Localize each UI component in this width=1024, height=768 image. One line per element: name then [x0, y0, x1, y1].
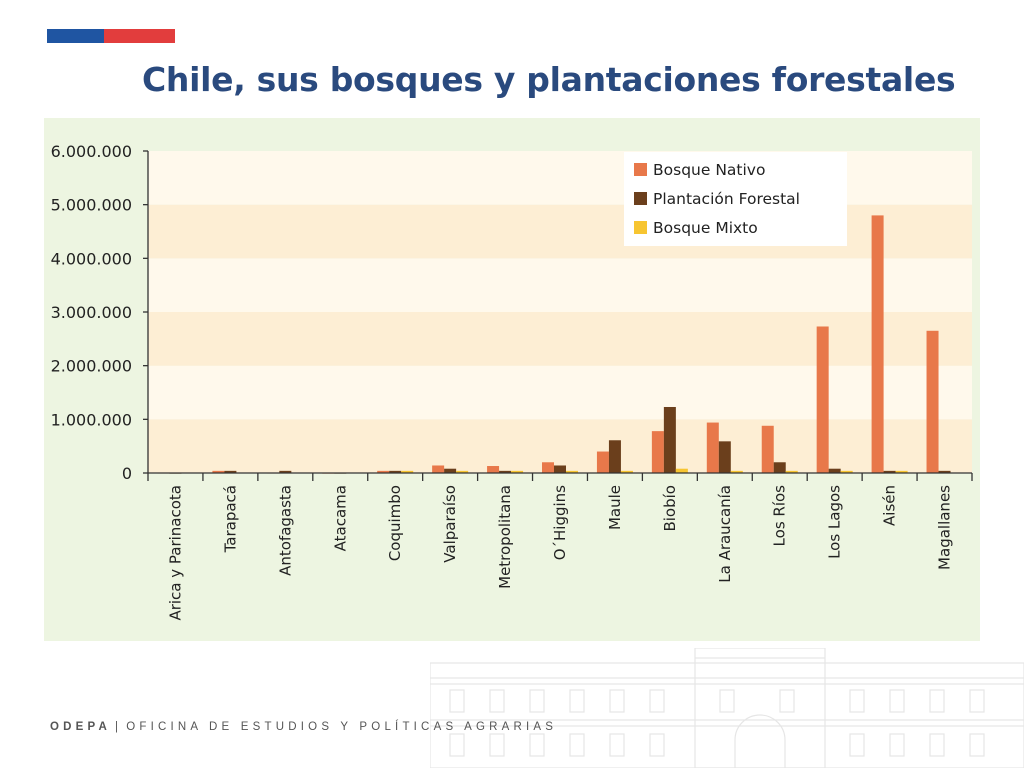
flag-blue-stripe	[47, 29, 104, 43]
y-tick-label: 3.000.000	[51, 303, 132, 322]
bar-bosque-mixto	[566, 470, 578, 473]
grid-band	[148, 258, 972, 312]
bar-bosque-nativo	[432, 465, 445, 473]
legend-label: Bosque Mixto	[653, 219, 758, 237]
y-tick-label: 2.000.000	[51, 357, 132, 376]
bar-bosque-nativo	[706, 422, 719, 473]
bar-bosque-nativo	[651, 431, 664, 473]
bar-bosque-nativo	[761, 425, 774, 473]
bar-bosque-mixto	[620, 470, 633, 473]
bar-bosque-mixto	[785, 470, 798, 473]
x-tick-label: Metropolitana	[496, 485, 514, 589]
bar-plantaci-n-forestal	[718, 441, 731, 473]
slide-title: Chile, sus bosques y plantaciones forest…	[142, 60, 956, 99]
footer-org: ODEPA	[50, 721, 112, 733]
bar-bosque-nativo	[487, 466, 500, 473]
bar-bosque-nativo	[816, 326, 829, 473]
footer: ODEPA | OFICINA DE ESTUDIOS Y POLÍTICAS AG…	[50, 721, 557, 733]
bar-bosque-nativo	[871, 215, 884, 473]
legend-label: Plantación Forestal	[653, 190, 800, 208]
bar-bosque-mixto	[511, 470, 524, 473]
x-tick-label: Los Ríos	[771, 485, 789, 547]
x-tick-label: Tarapacá	[221, 485, 239, 553]
bar-plantaci-n-forestal	[663, 406, 676, 473]
chart-panel: 0 1.000.000 2.000.000 3.000.000 4.000.000 5.0…	[44, 118, 980, 641]
bar-bosque-mixto	[675, 468, 688, 473]
y-tick-label: 0	[122, 464, 132, 483]
y-tick-label: 6.000.000	[51, 142, 132, 161]
x-tick-label: Coquimbo	[386, 485, 404, 561]
chile-flag-bar	[47, 29, 175, 43]
bar-plantaci-n-forestal	[883, 470, 896, 473]
x-tick-label: Magallanes	[936, 485, 954, 570]
x-tick-label: Antofagasta	[276, 485, 294, 576]
bar-bosque-nativo	[926, 330, 939, 473]
x-tick-label: Arica y Parinacota	[166, 485, 184, 621]
legend-box	[624, 152, 847, 246]
bar-plantaci-n-forestal	[224, 470, 237, 473]
bar-bosque-nativo	[542, 462, 554, 473]
bar-plantaci-n-forestal	[773, 462, 786, 473]
bar-bosque-nativo	[212, 470, 225, 473]
grid-band	[148, 312, 972, 366]
building-watermark	[430, 648, 1024, 768]
flag-red-stripe	[104, 29, 175, 43]
x-tick-label: O´Higgins	[551, 485, 569, 560]
legend-swatch	[634, 163, 647, 176]
legend-swatch	[634, 192, 647, 205]
bar-bosque-mixto	[840, 470, 853, 473]
x-tick-label: La Araucanía	[716, 485, 734, 583]
legend-label: Bosque Nativo	[653, 161, 765, 179]
bar-plantaci-n-forestal	[389, 470, 402, 473]
grid-band	[148, 151, 972, 205]
bar-bosque-nativo	[377, 470, 390, 473]
bar-bosque-nativo	[596, 451, 609, 473]
bar-plantaci-n-forestal	[828, 468, 841, 473]
grid-band	[148, 365, 972, 420]
footer-separator: |	[115, 721, 123, 733]
y-tick-label: 5.000.000	[51, 196, 132, 215]
bar-plantaci-n-forestal	[608, 440, 621, 473]
y-tick-label: 4.000.000	[51, 249, 132, 268]
x-tick-label: Aisén	[881, 485, 899, 526]
footer-full-name: OFICINA DE ESTUDIOS Y POLÍTICAS AGRARIAS	[126, 721, 558, 733]
x-tick-label: Los Lagos	[826, 485, 844, 559]
x-tick-label: Atacama	[331, 485, 349, 551]
bar-bosque-mixto	[730, 470, 743, 473]
y-tick-label: 1.000.000	[51, 410, 132, 429]
forest-bar-chart: 0 1.000.000 2.000.000 3.000.000 4.000.000 5.0…	[51, 142, 973, 621]
legend-swatch	[634, 221, 647, 234]
bar-plantaci-n-forestal	[938, 470, 951, 473]
bar-bosque-mixto	[401, 470, 414, 473]
bar-bosque-mixto	[895, 470, 908, 473]
bar-plantaci-n-forestal	[554, 465, 566, 473]
x-tick-label: Maule	[606, 485, 624, 530]
bar-plantaci-n-forestal	[499, 470, 512, 473]
grid-band	[148, 204, 972, 259]
bar-bosque-mixto	[456, 470, 469, 473]
grid-band	[148, 419, 972, 473]
x-tick-label: Biobío	[661, 485, 679, 532]
bar-plantaci-n-forestal	[279, 470, 292, 473]
legend: Bosque Nativo Plantación Forestal Bosque M…	[624, 152, 847, 246]
bar-plantaci-n-forestal	[444, 468, 457, 473]
x-tick-label: Valparaíso	[441, 485, 459, 563]
